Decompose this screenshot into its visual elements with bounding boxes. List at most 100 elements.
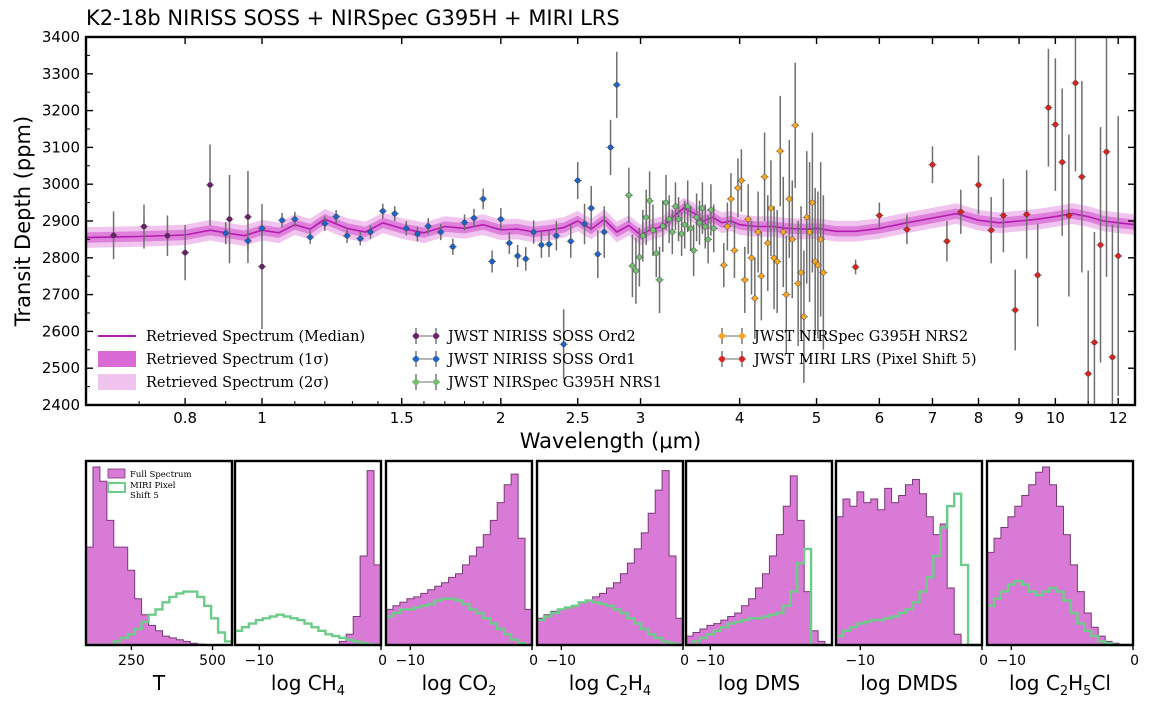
histogram-miri-shift [386,597,532,647]
main-legend: Retrieved Spectrum (Median) JWST NIRISS S… [98,328,977,391]
data-point [1072,80,1079,86]
histogram-full-spectrum [536,470,684,646]
legend-label: Retrieved Spectrum (Median) [146,329,365,345]
data-point [809,199,816,206]
legend-band-icon [98,374,136,390]
data-point [403,225,410,232]
data-point [1079,174,1085,180]
data-point [745,216,751,222]
data-point [789,236,796,243]
data-point [774,258,780,265]
data-point [164,232,171,239]
histogram-miri-shift [836,492,982,647]
series-4 [851,37,1123,405]
subscript: 5 [1083,684,1091,699]
data-point [699,205,706,211]
y-tick-label: 3400 [42,28,80,46]
subscript: 2 [488,684,496,699]
legend-marker-icon [413,333,419,339]
data-point [1115,253,1121,259]
figure-title: K2-18b NIRISS SOSS + NIRSpec G395H + MIR… [86,6,620,30]
posterior-x-tick-label: 0 [378,653,387,669]
data-point [425,223,432,229]
data-point [141,223,147,230]
data-point [724,223,731,230]
label-part: log CH [271,671,337,695]
posterior-axes-frame [684,459,834,647]
data-point [633,267,639,274]
y-tick-label: 2900 [42,212,80,230]
data-point [259,263,265,270]
data-point [1012,307,1019,313]
data-point [498,216,504,222]
data-point [506,240,513,246]
x-tick-label: 8 [974,409,984,427]
posterior-panel-5: −10 0 log DMDS [834,459,988,695]
data-point [738,177,745,184]
y-tick-label: 3100 [42,138,80,156]
data-point [522,256,529,262]
data-point [607,144,614,151]
data-point [1059,159,1065,165]
data-point [629,263,636,269]
data-point [437,229,444,235]
data-point [806,229,813,235]
legend-marker-icon [739,333,745,339]
posterior-x-tick-label: −10 [396,653,426,669]
data-point [728,196,734,202]
data-point [817,236,824,243]
x-tick-label: 4 [735,409,745,427]
data-point [613,82,620,88]
data-point [626,192,632,199]
data-point [414,231,421,237]
legend-label: Retrieved Spectrum (1σ) [146,352,329,368]
legend-label: JWST NIRSpec G395H NRS2 [752,329,968,345]
data-point [656,277,663,283]
data-point [461,219,468,226]
legend-marker-icon [433,356,439,362]
y-tick-label: 2700 [42,286,80,304]
data-point [245,214,251,220]
posterior-axis-label: log DMS [718,671,800,695]
legend-miri-label-line: MIRI Pixel [130,481,176,491]
x-tick-label: 9 [1014,409,1024,427]
data-point [798,269,804,276]
data-point [761,174,768,180]
data-point [731,247,738,254]
data-point [944,238,950,245]
legend-label: Retrieved Spectrum (2σ) [146,375,329,391]
data-point [675,216,682,222]
data-point [259,225,265,232]
label-part: log DMDS [860,671,958,695]
posterior-axis-label: log CH4 [271,671,345,699]
y-tick-label: 2500 [42,359,80,377]
label-part: Cl [1091,671,1111,695]
label-part: log C [569,671,620,695]
posterior-panel-3: −10 0 log C2H4 [535,459,689,699]
subscript: 4 [337,684,345,699]
data-point [666,216,672,222]
data-point [636,254,643,260]
y-tick-label: 3200 [42,102,80,120]
data-point [988,227,994,233]
data-point [672,203,679,210]
posterior-panel-4: −10 log DMS [684,459,834,695]
data-point [705,236,711,243]
data-point [696,220,703,226]
y-tick-label: 3300 [42,65,80,83]
histogram-miri-shift [86,590,232,647]
histogram-miri-shift [537,599,683,647]
data-point [1052,121,1059,128]
data-point [820,269,827,276]
data-point [752,295,758,302]
x-tick-label: 1.5 [390,409,414,427]
legend-marker-icon [413,356,419,362]
data-point [803,214,810,221]
data-point [450,243,456,250]
histogram-miri-shift [686,547,832,647]
label-part: log C [1009,671,1060,695]
posterior-axis-label: log C2H4 [569,671,651,699]
histogram-full-spectrum [235,470,382,646]
data-point [640,232,646,239]
